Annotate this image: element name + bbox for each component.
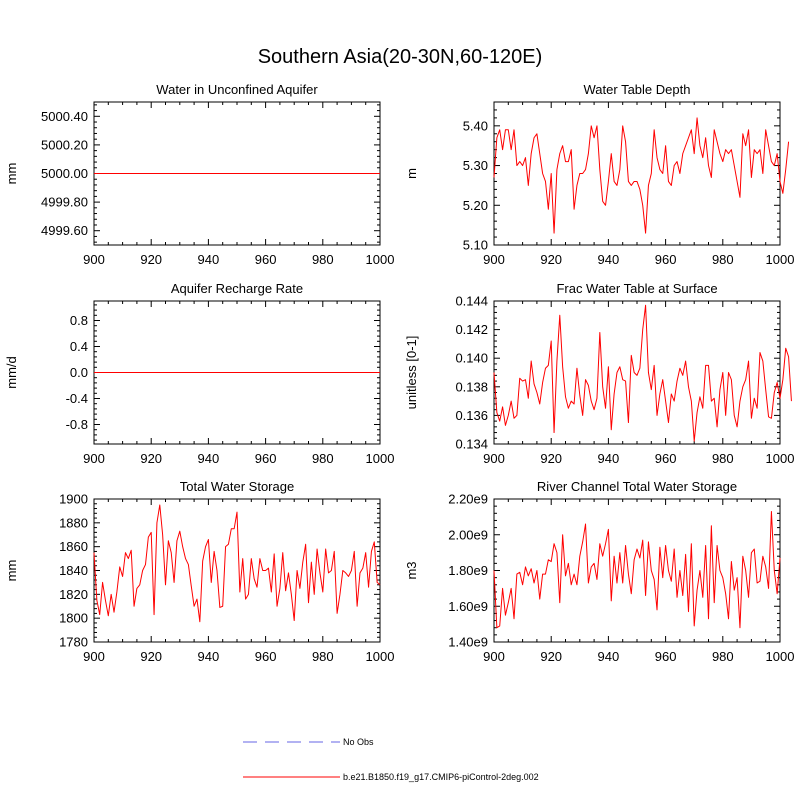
x-tick-label: 920 — [540, 451, 562, 466]
x-tick-label: 940 — [198, 451, 220, 466]
x-tick-label: 940 — [598, 252, 620, 267]
y-tick-label: 1880 — [59, 515, 88, 530]
y-tick-label: 0.4 — [70, 339, 88, 354]
x-tick-label: 940 — [198, 252, 220, 267]
y-tick-label: 2.00e9 — [448, 527, 488, 542]
y-tick-label: -0.8 — [66, 417, 88, 432]
y-tick-label: 1.60e9 — [448, 599, 488, 614]
figure-title: Southern Asia(20-30N,60-120E) — [258, 46, 543, 68]
y-tick-label: 0.0 — [70, 365, 88, 380]
x-tick-label: 960 — [655, 252, 677, 267]
panel-title: Total Water Storage — [180, 479, 294, 494]
series-line — [493, 304, 792, 442]
y-axis-label: unitless [0-1] — [404, 336, 419, 410]
y-tick-label: 1900 — [59, 492, 88, 507]
x-tick-label: 960 — [655, 649, 677, 664]
x-tick-label: 920 — [140, 252, 162, 267]
y-tick-label: 1780 — [59, 635, 88, 650]
series-line — [493, 511, 781, 629]
y-tick-label: 0.144 — [455, 294, 488, 309]
x-tick-label: 900 — [483, 451, 505, 466]
x-tick-label: 1000 — [766, 451, 795, 466]
panel-title: Water Table Depth — [584, 82, 691, 97]
y-tick-label: 1820 — [59, 587, 88, 602]
x-tick-label: 980 — [312, 252, 334, 267]
panel-3: Aquifer Recharge Rate mm/d 900 920 940 960 980… — [4, 281, 394, 466]
panel-5: Total Water Storage mm 900 920 940 960 980 1000… — [4, 479, 394, 664]
x-tick-label: 900 — [83, 252, 105, 267]
y-tick-label: 1840 — [59, 563, 88, 578]
x-tick-label: 920 — [540, 649, 562, 664]
panel-title: Aquifer Recharge Rate — [171, 281, 303, 296]
x-tick-label: 980 — [712, 252, 734, 267]
y-tick-label: 0.140 — [455, 351, 488, 366]
x-tick-label: 940 — [198, 649, 220, 664]
y-tick-label: 0.8 — [70, 313, 88, 328]
y-tick-label: 1.40e9 — [448, 635, 488, 650]
x-tick-label: 1000 — [366, 451, 395, 466]
y-tick-label: 5.20 — [463, 198, 488, 213]
y-tick-label: 5000.20 — [41, 137, 88, 152]
x-tick-label: 980 — [312, 451, 334, 466]
y-tick-label: 5000.40 — [41, 109, 88, 124]
panel-4: Frac Water Table at Surface unitless [0-1… — [404, 281, 794, 466]
y-axis-label: m3 — [404, 561, 419, 579]
plot-frame — [493, 101, 781, 246]
y-tick-label: 5.30 — [463, 158, 488, 173]
x-tick-label: 960 — [255, 649, 277, 664]
x-tick-label: 900 — [83, 451, 105, 466]
legend-obs-label: No Obs — [343, 737, 374, 747]
y-tick-label: 0.142 — [455, 322, 488, 337]
y-tick-label: 1860 — [59, 539, 88, 554]
y-tick-label: 4999.60 — [41, 223, 88, 238]
x-tick-label: 940 — [598, 649, 620, 664]
x-tick-label: 900 — [483, 252, 505, 267]
x-tick-label: 900 — [83, 649, 105, 664]
panel-title: River Channel Total Water Storage — [537, 479, 737, 494]
y-tick-label: 1800 — [59, 611, 88, 626]
x-tick-label: 960 — [655, 451, 677, 466]
panel-title: Frac Water Table at Surface — [556, 281, 717, 296]
y-axis-label: mm — [4, 560, 19, 582]
x-tick-label: 980 — [712, 649, 734, 664]
panel-2: Water Table Depth m 900 920 940 960 980 1000 5.1… — [404, 82, 794, 267]
legend-model-label: b.e21.B1850.f19_g17.CMIP6-piControl-2deg… — [343, 772, 539, 782]
x-tick-label: 920 — [540, 252, 562, 267]
x-tick-label: 1000 — [766, 252, 795, 267]
x-tick-label: 960 — [255, 451, 277, 466]
x-tick-label: 980 — [312, 649, 334, 664]
series-line — [493, 117, 790, 234]
y-tick-label: 5000.00 — [41, 166, 88, 181]
x-tick-label: 980 — [712, 451, 734, 466]
y-tick-label: 0.138 — [455, 379, 488, 394]
x-tick-label: 1000 — [366, 649, 395, 664]
y-tick-label: 5.10 — [463, 238, 488, 253]
series-line — [93, 504, 381, 623]
x-tick-label: 920 — [140, 451, 162, 466]
y-tick-label: 1.80e9 — [448, 563, 488, 578]
y-tick-label: 0.136 — [455, 408, 488, 423]
panel-title: Water in Unconfined Aquifer — [156, 82, 318, 97]
x-tick-label: 1000 — [366, 252, 395, 267]
y-tick-label: 4999.80 — [41, 195, 88, 210]
y-tick-label: 0.134 — [455, 437, 488, 452]
y-axis-label: mm — [4, 163, 19, 185]
x-tick-label: 900 — [483, 649, 505, 664]
x-tick-label: 920 — [140, 649, 162, 664]
x-tick-label: 940 — [598, 451, 620, 466]
y-tick-label: 2.20e9 — [448, 492, 488, 507]
y-axis-label: m — [404, 168, 419, 179]
y-tick-label: -0.4 — [66, 391, 88, 406]
panel-6: River Channel Total Water Storage m3 900 92… — [404, 479, 794, 664]
y-tick-label: 5.40 — [463, 118, 488, 133]
panels: Water in Unconfined Aquifer mm 900 920 940 96… — [4, 82, 794, 664]
x-tick-label: 1000 — [766, 649, 795, 664]
panel-1: Water in Unconfined Aquifer mm 900 920 940 96… — [4, 82, 394, 267]
x-tick-label: 960 — [255, 252, 277, 267]
legend: No Obs b.e21.B1850.f19_g17.CMIP6-piContr… — [243, 737, 539, 782]
y-axis-label: mm/d — [4, 356, 19, 389]
